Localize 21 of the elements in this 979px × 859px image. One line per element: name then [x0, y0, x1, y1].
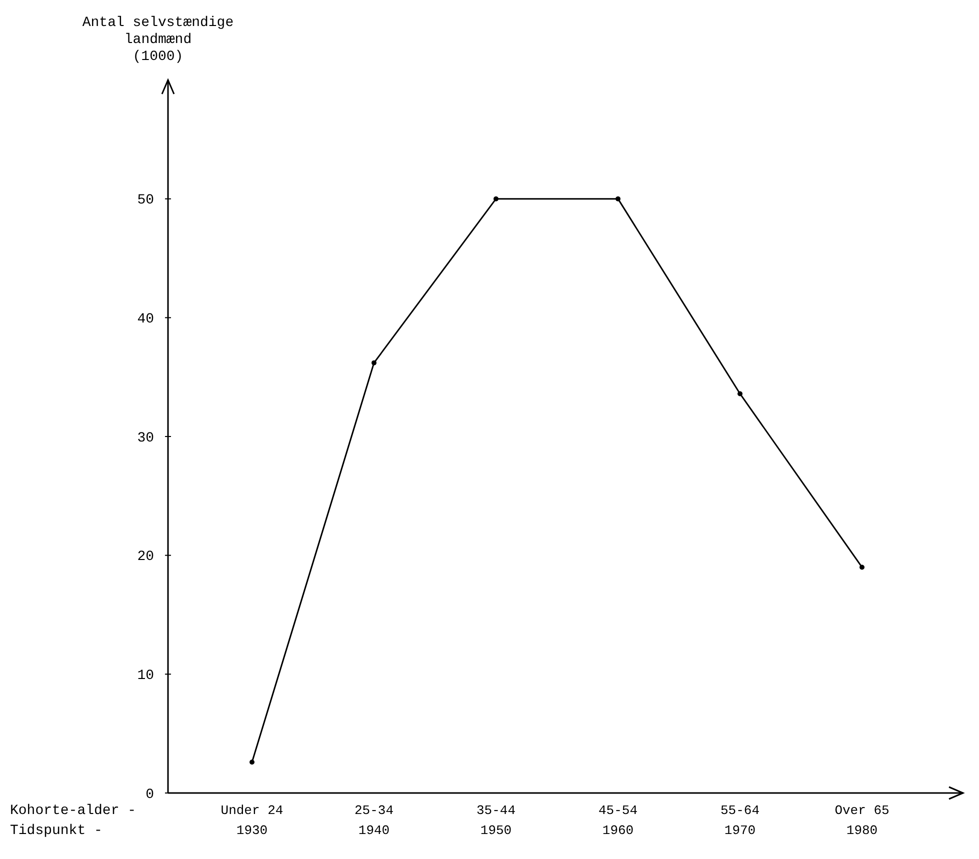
- x-tick-label: Under 24 1930: [220, 803, 284, 838]
- y-tick-label: 20: [137, 549, 154, 566]
- text: Kohorte-alder -: [10, 803, 136, 819]
- y-tick-label: 40: [137, 312, 154, 328]
- y-tick-label: 0: [146, 786, 154, 803]
- x-tick-label: Over 65 1980: [834, 803, 890, 838]
- y-tick-label: 10: [137, 668, 154, 684]
- x-tick-label: 55-64 1970: [720, 803, 760, 838]
- y-tick-label: 30: [137, 430, 154, 446]
- point: [738, 391, 742, 396]
- text: Tidspunkt -: [10, 823, 102, 839]
- y-axis-title: Antal selvstændige landmænd (1000): [82, 15, 234, 65]
- point: [494, 196, 498, 202]
- point: [250, 760, 254, 765]
- x-tick-label: 35-44 1950: [476, 803, 516, 838]
- point: [616, 196, 620, 202]
- point: [860, 564, 864, 570]
- x-tick-label: 45-54 1960: [598, 803, 638, 838]
- x-tick-label: 25-34 1940: [354, 803, 394, 838]
- y-tick-label: 50: [137, 192, 154, 209]
- point: [372, 360, 376, 366]
